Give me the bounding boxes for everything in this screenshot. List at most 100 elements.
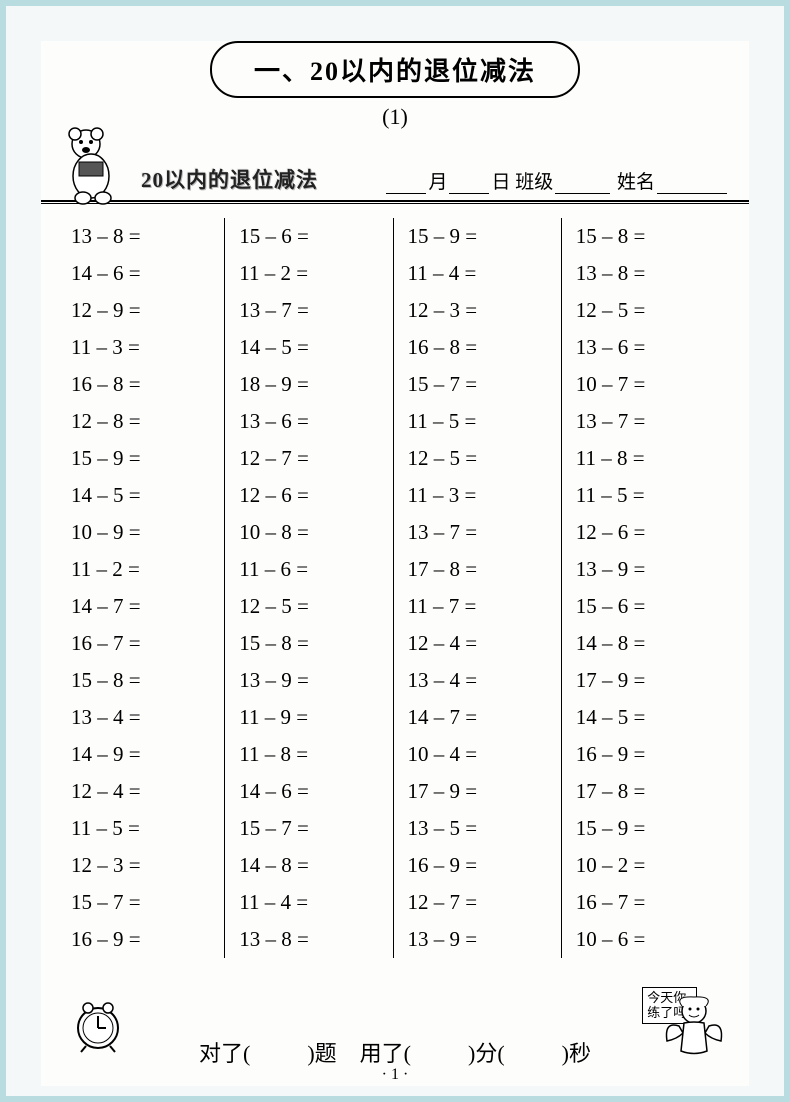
month-blank[interactable] <box>386 174 426 194</box>
math-problem: 11 – 5 = <box>576 477 729 514</box>
math-problem: 11 – 2 = <box>239 255 392 292</box>
math-problem: 10 – 7 = <box>576 366 729 403</box>
problem-column: 15 – 9 =11 – 4 =12 – 3 =16 – 8 =15 – 7 =… <box>393 218 561 958</box>
math-problem: 16 – 9 = <box>576 736 729 773</box>
header-row: 20以内的退位减法 月 日 班级 姓名 <box>41 144 749 194</box>
day-blank[interactable] <box>449 174 489 194</box>
math-problem: 18 – 9 = <box>239 366 392 403</box>
math-problem: 15 – 6 = <box>576 588 729 625</box>
angel-icon <box>659 991 729 1066</box>
footer-stats: 对了( )题 用了( )分( )秒 <box>41 1036 749 1068</box>
math-problem: 15 – 6 = <box>239 218 392 255</box>
math-problem: 11 – 6 = <box>239 551 392 588</box>
math-problem: 16 – 8 = <box>408 329 561 366</box>
math-problem: 13 – 8 = <box>239 921 392 958</box>
math-problem: 13 – 5 = <box>408 810 561 847</box>
math-problem: 14 – 6 = <box>239 773 392 810</box>
math-problem: 11 – 4 = <box>408 255 561 292</box>
math-problem: 11 – 9 = <box>239 699 392 736</box>
name-blank[interactable] <box>657 174 727 194</box>
math-problem: 10 – 2 = <box>576 847 729 884</box>
math-problem: 16 – 9 = <box>71 921 224 958</box>
math-problem: 13 – 4 = <box>71 699 224 736</box>
math-problem: 11 – 8 = <box>239 736 392 773</box>
math-problem: 13 – 9 = <box>576 551 729 588</box>
math-problem: 14 – 6 = <box>71 255 224 292</box>
correct-label: 对了( <box>199 1036 250 1068</box>
math-problem: 13 – 9 = <box>408 921 561 958</box>
math-problem: 15 – 9 = <box>71 440 224 477</box>
math-problem: 16 – 7 = <box>71 625 224 662</box>
correct-unit: )题 <box>307 1036 336 1068</box>
min-unit: )分( <box>468 1036 505 1068</box>
math-problem: 10 – 4 = <box>408 736 561 773</box>
section-subtitle: 20以内的退位减法 <box>141 164 318 194</box>
math-problem: 11 – 4 = <box>239 884 392 921</box>
math-problem: 16 – 7 = <box>576 884 729 921</box>
math-problem: 13 – 6 = <box>239 403 392 440</box>
math-problem: 12 – 5 = <box>408 440 561 477</box>
math-problem: 13 – 8 = <box>576 255 729 292</box>
math-problem: 15 – 9 = <box>408 218 561 255</box>
name-label: 姓名 <box>617 167 655 194</box>
math-problem: 15 – 8 = <box>71 662 224 699</box>
math-problem: 15 – 8 = <box>239 625 392 662</box>
math-problem: 13 – 7 = <box>408 514 561 551</box>
math-problem: 14 – 7 = <box>71 588 224 625</box>
math-problem: 12 – 5 = <box>239 588 392 625</box>
math-problem: 12 – 3 = <box>408 292 561 329</box>
math-problem: 12 – 6 = <box>239 477 392 514</box>
math-problem: 12 – 9 = <box>71 292 224 329</box>
math-problem: 11 – 3 = <box>71 329 224 366</box>
math-problem: 14 – 5 = <box>71 477 224 514</box>
math-problem: 12 – 8 = <box>71 403 224 440</box>
math-problem: 13 – 7 = <box>576 403 729 440</box>
math-problem: 14 – 9 = <box>71 736 224 773</box>
math-problem: 11 – 3 = <box>408 477 561 514</box>
math-problem: 15 – 8 = <box>576 218 729 255</box>
student-info: 月 日 班级 姓名 <box>318 167 739 194</box>
worksheet-number: (1) <box>41 104 749 130</box>
math-problem: 11 – 5 = <box>408 403 561 440</box>
page-number: · 1 · <box>41 1066 749 1084</box>
math-problem: 14 – 7 = <box>408 699 561 736</box>
math-problem: 11 – 8 = <box>576 440 729 477</box>
math-problem: 14 – 5 = <box>576 699 729 736</box>
math-problem: 12 – 4 = <box>71 773 224 810</box>
math-problem: 12 – 4 = <box>408 625 561 662</box>
math-problem: 12 – 3 = <box>71 847 224 884</box>
used-label: 用了( <box>360 1036 411 1068</box>
problem-column: 13 – 8 =14 – 6 =12 – 9 =11 – 3 =16 – 8 =… <box>71 218 224 958</box>
class-blank[interactable] <box>555 174 610 194</box>
math-problem: 14 – 8 = <box>576 625 729 662</box>
math-problem: 14 – 5 = <box>239 329 392 366</box>
worksheet-page: 一、20以内的退位减法 (1) 20以内的退位减法 月 日 班级 姓名 <box>41 41 749 1086</box>
math-problem: 13 – 4 = <box>408 662 561 699</box>
math-problem: 17 – 8 = <box>408 551 561 588</box>
math-problem: 11 – 5 = <box>71 810 224 847</box>
math-problem: 13 – 8 = <box>71 218 224 255</box>
math-problem: 13 – 6 = <box>576 329 729 366</box>
math-problem: 11 – 2 = <box>71 551 224 588</box>
math-problem: 11 – 7 = <box>408 588 561 625</box>
math-problem: 12 – 7 = <box>239 440 392 477</box>
math-problem: 15 – 7 = <box>71 884 224 921</box>
class-label: 班级 <box>515 167 553 194</box>
math-problem: 12 – 5 = <box>576 292 729 329</box>
math-problem: 13 – 9 = <box>239 662 392 699</box>
math-problem: 12 – 6 = <box>576 514 729 551</box>
math-problem: 16 – 8 = <box>71 366 224 403</box>
math-problem: 15 – 9 = <box>576 810 729 847</box>
math-problem: 15 – 7 = <box>408 366 561 403</box>
sec-unit: )秒 <box>562 1036 591 1068</box>
problems-grid: 13 – 8 =14 – 6 =12 – 9 =11 – 3 =16 – 8 =… <box>41 204 749 958</box>
math-problem: 12 – 7 = <box>408 884 561 921</box>
math-problem: 10 – 6 = <box>576 921 729 958</box>
math-problem: 15 – 7 = <box>239 810 392 847</box>
math-problem: 10 – 8 = <box>239 514 392 551</box>
math-problem: 17 – 9 = <box>408 773 561 810</box>
math-problem: 17 – 9 = <box>576 662 729 699</box>
math-problem: 13 – 7 = <box>239 292 392 329</box>
problem-column: 15 – 6 =11 – 2 =13 – 7 =14 – 5 =18 – 9 =… <box>224 218 392 958</box>
math-problem: 17 – 8 = <box>576 773 729 810</box>
